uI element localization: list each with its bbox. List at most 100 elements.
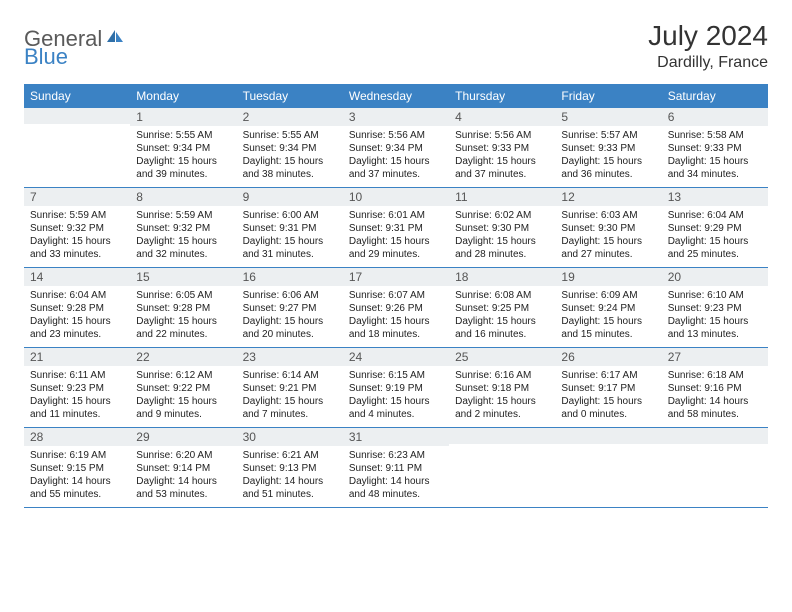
sunset-line: Sunset: 9:28 PM <box>30 302 124 315</box>
day-body: Sunrise: 6:00 AMSunset: 9:31 PMDaylight:… <box>237 206 343 267</box>
day-body: Sunrise: 6:20 AMSunset: 9:14 PMDaylight:… <box>130 446 236 507</box>
sunset-line: Sunset: 9:15 PM <box>30 462 124 475</box>
day-number: 21 <box>24 348 130 366</box>
week-row: 21Sunrise: 6:11 AMSunset: 9:23 PMDayligh… <box>24 348 768 428</box>
sunrise-line: Sunrise: 6:12 AM <box>136 369 230 382</box>
sunset-line: Sunset: 9:34 PM <box>349 142 443 155</box>
daylight-line: Daylight: 15 hours and 9 minutes. <box>136 395 230 421</box>
daylight-line: Daylight: 15 hours and 18 minutes. <box>349 315 443 341</box>
daylight-line: Daylight: 15 hours and 27 minutes. <box>561 235 655 261</box>
day-number: 7 <box>24 188 130 206</box>
day-body: Sunrise: 6:10 AMSunset: 9:23 PMDaylight:… <box>662 286 768 347</box>
day-cell: 6Sunrise: 5:58 AMSunset: 9:33 PMDaylight… <box>662 108 768 188</box>
daylight-line: Daylight: 15 hours and 29 minutes. <box>349 235 443 261</box>
sunrise-line: Sunrise: 6:17 AM <box>561 369 655 382</box>
sunset-line: Sunset: 9:21 PM <box>243 382 337 395</box>
month-title: July 2024 <box>648 20 768 52</box>
sunset-line: Sunset: 9:16 PM <box>668 382 762 395</box>
sunrise-line: Sunrise: 6:19 AM <box>30 449 124 462</box>
day-number: 25 <box>449 348 555 366</box>
day-number: 29 <box>130 428 236 446</box>
sunset-line: Sunset: 9:24 PM <box>561 302 655 315</box>
day-cell: 3Sunrise: 5:56 AMSunset: 9:34 PMDaylight… <box>343 108 449 188</box>
daylight-line: Daylight: 15 hours and 13 minutes. <box>668 315 762 341</box>
day-cell: 22Sunrise: 6:12 AMSunset: 9:22 PMDayligh… <box>130 348 236 428</box>
week-row: 1Sunrise: 5:55 AMSunset: 9:34 PMDaylight… <box>24 108 768 188</box>
day-number: 14 <box>24 268 130 286</box>
sunrise-line: Sunrise: 6:18 AM <box>668 369 762 382</box>
day-cell: 31Sunrise: 6:23 AMSunset: 9:11 PMDayligh… <box>343 428 449 508</box>
day-cell: 18Sunrise: 6:08 AMSunset: 9:25 PMDayligh… <box>449 268 555 348</box>
day-cell: 16Sunrise: 6:06 AMSunset: 9:27 PMDayligh… <box>237 268 343 348</box>
day-body: Sunrise: 6:08 AMSunset: 9:25 PMDaylight:… <box>449 286 555 347</box>
sunrise-line: Sunrise: 6:03 AM <box>561 209 655 222</box>
sunrise-line: Sunrise: 6:14 AM <box>243 369 337 382</box>
sunset-line: Sunset: 9:33 PM <box>668 142 762 155</box>
week-row: 28Sunrise: 6:19 AMSunset: 9:15 PMDayligh… <box>24 428 768 508</box>
sunrise-line: Sunrise: 6:06 AM <box>243 289 337 302</box>
day-number: 11 <box>449 188 555 206</box>
day-cell: 11Sunrise: 6:02 AMSunset: 9:30 PMDayligh… <box>449 188 555 268</box>
daylight-line: Daylight: 15 hours and 25 minutes. <box>668 235 762 261</box>
day-body: Sunrise: 6:03 AMSunset: 9:30 PMDaylight:… <box>555 206 661 267</box>
day-cell: 19Sunrise: 6:09 AMSunset: 9:24 PMDayligh… <box>555 268 661 348</box>
sunset-line: Sunset: 9:26 PM <box>349 302 443 315</box>
dow-wed: Wednesday <box>343 84 449 108</box>
daylight-line: Daylight: 15 hours and 7 minutes. <box>243 395 337 421</box>
day-cell: 20Sunrise: 6:10 AMSunset: 9:23 PMDayligh… <box>662 268 768 348</box>
dow-mon: Monday <box>130 84 236 108</box>
day-body: Sunrise: 6:19 AMSunset: 9:15 PMDaylight:… <box>24 446 130 507</box>
daylight-line: Daylight: 15 hours and 33 minutes. <box>30 235 124 261</box>
sunrise-line: Sunrise: 6:23 AM <box>349 449 443 462</box>
location: Dardilly, France <box>648 54 768 72</box>
sunset-line: Sunset: 9:14 PM <box>136 462 230 475</box>
day-cell: 13Sunrise: 6:04 AMSunset: 9:29 PMDayligh… <box>662 188 768 268</box>
sunrise-line: Sunrise: 6:16 AM <box>455 369 549 382</box>
day-cell: 15Sunrise: 6:05 AMSunset: 9:28 PMDayligh… <box>130 268 236 348</box>
day-number: 10 <box>343 188 449 206</box>
sunrise-line: Sunrise: 5:56 AM <box>349 129 443 142</box>
sunrise-line: Sunrise: 6:11 AM <box>30 369 124 382</box>
daylight-line: Daylight: 15 hours and 16 minutes. <box>455 315 549 341</box>
daylight-line: Daylight: 15 hours and 39 minutes. <box>136 155 230 181</box>
day-body: Sunrise: 6:21 AMSunset: 9:13 PMDaylight:… <box>237 446 343 507</box>
sunset-line: Sunset: 9:28 PM <box>136 302 230 315</box>
day-number: 18 <box>449 268 555 286</box>
day-body: Sunrise: 6:23 AMSunset: 9:11 PMDaylight:… <box>343 446 449 507</box>
day-body: Sunrise: 6:04 AMSunset: 9:29 PMDaylight:… <box>662 206 768 267</box>
day-body: Sunrise: 5:55 AMSunset: 9:34 PMDaylight:… <box>130 126 236 187</box>
daylight-line: Daylight: 15 hours and 11 minutes. <box>30 395 124 421</box>
daylight-line: Daylight: 15 hours and 0 minutes. <box>561 395 655 421</box>
day-number: 24 <box>343 348 449 366</box>
day-cell: 21Sunrise: 6:11 AMSunset: 9:23 PMDayligh… <box>24 348 130 428</box>
day-body: Sunrise: 6:11 AMSunset: 9:23 PMDaylight:… <box>24 366 130 427</box>
day-cell: 1Sunrise: 5:55 AMSunset: 9:34 PMDaylight… <box>130 108 236 188</box>
calendar-table: Sunday Monday Tuesday Wednesday Thursday… <box>24 84 768 508</box>
day-body: Sunrise: 6:07 AMSunset: 9:26 PMDaylight:… <box>343 286 449 347</box>
sunset-line: Sunset: 9:17 PM <box>561 382 655 395</box>
day-number: 27 <box>662 348 768 366</box>
sunrise-line: Sunrise: 5:57 AM <box>561 129 655 142</box>
sunrise-line: Sunrise: 6:21 AM <box>243 449 337 462</box>
day-cell <box>24 108 130 188</box>
sunset-line: Sunset: 9:34 PM <box>243 142 337 155</box>
day-number <box>662 428 768 444</box>
day-body: Sunrise: 6:12 AMSunset: 9:22 PMDaylight:… <box>130 366 236 427</box>
daylight-line: Daylight: 15 hours and 20 minutes. <box>243 315 337 341</box>
daylight-line: Daylight: 15 hours and 37 minutes. <box>349 155 443 181</box>
day-number: 15 <box>130 268 236 286</box>
day-number: 19 <box>555 268 661 286</box>
day-number: 5 <box>555 108 661 126</box>
day-number: 30 <box>237 428 343 446</box>
day-number: 6 <box>662 108 768 126</box>
sunrise-line: Sunrise: 6:05 AM <box>136 289 230 302</box>
sunset-line: Sunset: 9:32 PM <box>30 222 124 235</box>
dow-thu: Thursday <box>449 84 555 108</box>
day-cell: 7Sunrise: 5:59 AMSunset: 9:32 PMDaylight… <box>24 188 130 268</box>
sunset-line: Sunset: 9:13 PM <box>243 462 337 475</box>
day-cell: 9Sunrise: 6:00 AMSunset: 9:31 PMDaylight… <box>237 188 343 268</box>
day-cell: 27Sunrise: 6:18 AMSunset: 9:16 PMDayligh… <box>662 348 768 428</box>
daylight-line: Daylight: 15 hours and 32 minutes. <box>136 235 230 261</box>
sunset-line: Sunset: 9:29 PM <box>668 222 762 235</box>
sunset-line: Sunset: 9:34 PM <box>136 142 230 155</box>
